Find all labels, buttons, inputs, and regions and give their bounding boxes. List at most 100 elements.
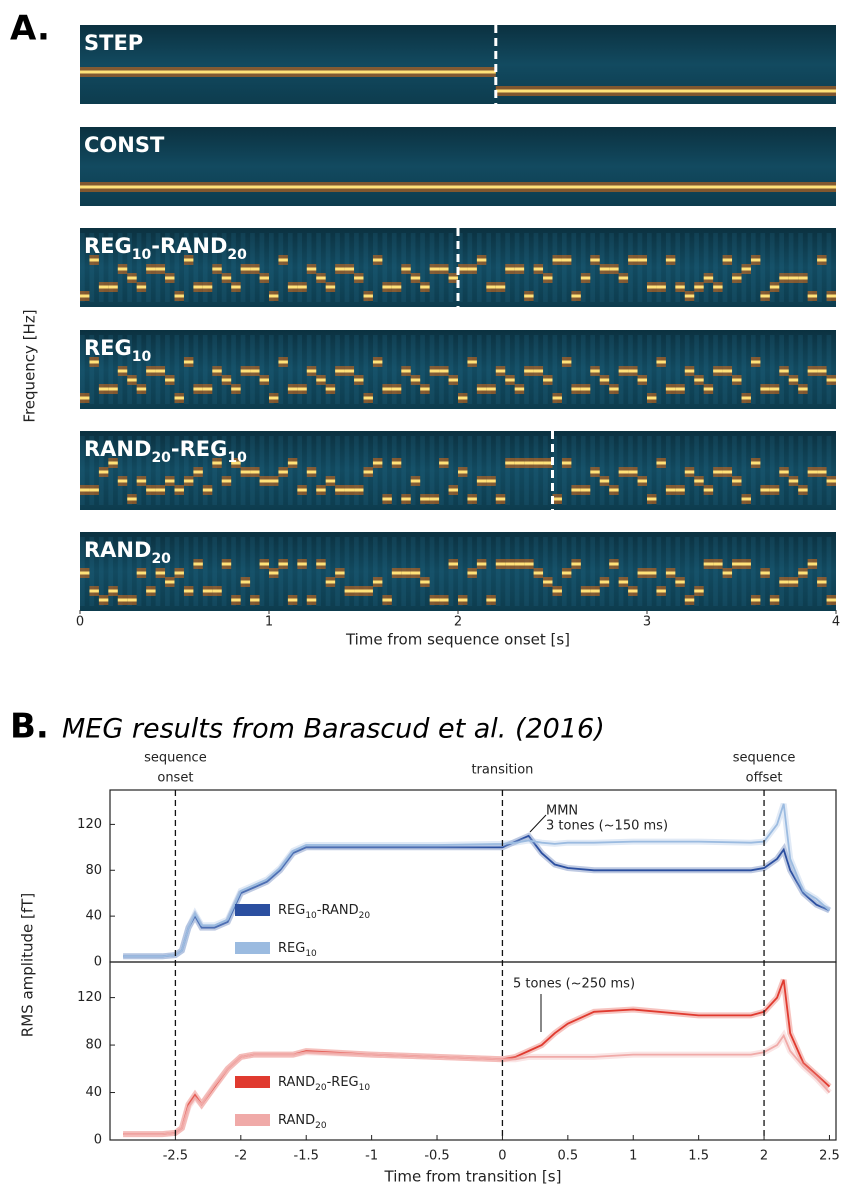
tone-shadow <box>694 335 699 404</box>
tone <box>372 258 383 262</box>
tone <box>335 267 345 271</box>
text-part: 10 <box>132 349 152 365</box>
tone <box>750 598 761 602</box>
tone <box>98 598 109 602</box>
y-tick-label: 0 <box>94 1133 102 1148</box>
tone <box>174 396 184 400</box>
tone-shadow <box>524 436 529 505</box>
tone <box>798 571 808 575</box>
tone <box>779 276 789 280</box>
tone-shadow <box>656 233 662 302</box>
row-label: REG10-RAND20 <box>84 234 247 263</box>
x-tick-label: 0 <box>76 615 84 630</box>
tone-shadow <box>287 537 293 606</box>
tone-shadow <box>637 436 643 505</box>
tone-shadow <box>259 537 265 606</box>
tone <box>146 267 156 271</box>
tone <box>354 589 364 593</box>
tone <box>467 267 477 271</box>
legend-label: REG10-RAND20 <box>278 903 370 921</box>
tone <box>486 598 496 602</box>
tone <box>665 387 676 391</box>
tone <box>174 294 184 298</box>
tone <box>259 479 269 483</box>
tone <box>193 562 203 566</box>
tone <box>826 598 836 602</box>
tone-shadow <box>448 537 454 606</box>
tone-shadow <box>467 436 473 505</box>
tone <box>287 387 298 391</box>
tone <box>722 258 733 262</box>
tone <box>694 479 704 483</box>
tone <box>250 267 260 271</box>
tone <box>628 470 638 474</box>
tone <box>476 562 487 566</box>
tone <box>250 369 260 373</box>
tone-shadow <box>732 335 737 404</box>
tone <box>580 589 591 593</box>
tone <box>250 598 260 602</box>
tone-shadow <box>372 335 378 404</box>
legend-swatch <box>235 942 270 954</box>
tone-shadow <box>514 335 520 404</box>
tone-shadow <box>439 436 444 505</box>
tone <box>467 360 477 364</box>
tone <box>325 580 336 584</box>
tone-shadow <box>580 233 586 302</box>
x-tick-label: 1 <box>265 615 273 630</box>
tone-shadow <box>665 335 671 404</box>
x-tick-label: -1 <box>365 1149 378 1164</box>
tone <box>722 369 733 373</box>
tone <box>354 378 364 382</box>
tone <box>722 571 733 575</box>
tone <box>590 369 600 373</box>
tone <box>760 387 770 391</box>
tone-shadow <box>703 233 709 302</box>
tone <box>202 488 213 492</box>
tone <box>193 285 203 289</box>
tone <box>817 258 827 262</box>
legend-swatch <box>235 1076 270 1088</box>
tone <box>410 378 421 382</box>
tone <box>80 185 836 189</box>
tone <box>599 378 610 382</box>
text-part: -REG <box>327 1075 359 1090</box>
tone <box>524 369 534 373</box>
tone-shadow <box>165 233 170 302</box>
tone-shadow <box>807 537 813 606</box>
tone-shadow <box>221 335 227 404</box>
tone <box>769 598 780 602</box>
text-part: -RAND <box>317 903 359 918</box>
tone-shadow <box>448 233 454 302</box>
tone-shadow <box>779 233 785 302</box>
tone-shadow <box>628 537 633 606</box>
tone <box>571 562 581 566</box>
tone-shadow <box>552 335 558 404</box>
tone <box>647 497 657 501</box>
tone <box>212 589 222 593</box>
tone-shadow <box>750 233 756 302</box>
tone <box>637 378 647 382</box>
tone-shadow <box>183 233 189 302</box>
tone <box>684 369 695 373</box>
tone <box>297 285 307 289</box>
tone-shadow <box>127 335 132 404</box>
tone-shadow <box>80 436 85 505</box>
tone <box>533 369 544 373</box>
tone <box>590 258 600 262</box>
tone-shadow <box>174 335 180 404</box>
tone <box>495 285 506 289</box>
tone-shadow <box>89 537 95 606</box>
tone <box>514 562 525 566</box>
tone <box>316 488 326 492</box>
tone <box>231 285 241 289</box>
tone-shadow <box>221 436 227 505</box>
tone-shadow <box>599 436 605 505</box>
tone-shadow <box>732 233 737 302</box>
text-part: RAND <box>278 1075 315 1090</box>
tone <box>637 258 647 262</box>
tone <box>713 285 723 289</box>
tone <box>769 285 780 289</box>
tone-shadow <box>202 436 208 505</box>
tone-shadow <box>363 233 369 302</box>
